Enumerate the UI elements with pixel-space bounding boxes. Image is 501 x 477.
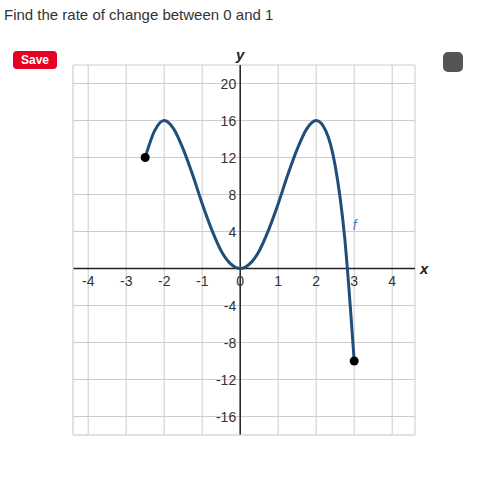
svg-text:20: 20	[221, 76, 237, 92]
svg-text:1: 1	[274, 273, 282, 289]
svg-text:-4: -4	[224, 298, 237, 314]
svg-text:f: f	[353, 217, 359, 233]
svg-text:-12: -12	[216, 372, 236, 388]
svg-text:4: 4	[228, 224, 236, 240]
svg-text:16: 16	[221, 113, 237, 129]
svg-text:8: 8	[228, 187, 236, 203]
svg-text:-2: -2	[158, 273, 171, 289]
svg-text:2: 2	[312, 273, 320, 289]
svg-text:-8: -8	[224, 335, 237, 351]
html-text:Save: Save	[21, 53, 49, 67]
svg-text:y: y	[235, 46, 245, 63]
html-text:Find the rate of change betwee: Find the rate of change between 0 and 1	[4, 6, 274, 23]
svg-text:12: 12	[221, 150, 237, 166]
svg-text:-4: -4	[82, 273, 95, 289]
svg-text:0: 0	[236, 273, 244, 289]
svg-text:-3: -3	[120, 273, 133, 289]
svg-text:4: 4	[388, 273, 396, 289]
svg-text:3: 3	[350, 273, 358, 289]
svg-text:x: x	[419, 260, 429, 277]
svg-text:-1: -1	[196, 273, 209, 289]
svg-text:-16: -16	[216, 409, 236, 425]
